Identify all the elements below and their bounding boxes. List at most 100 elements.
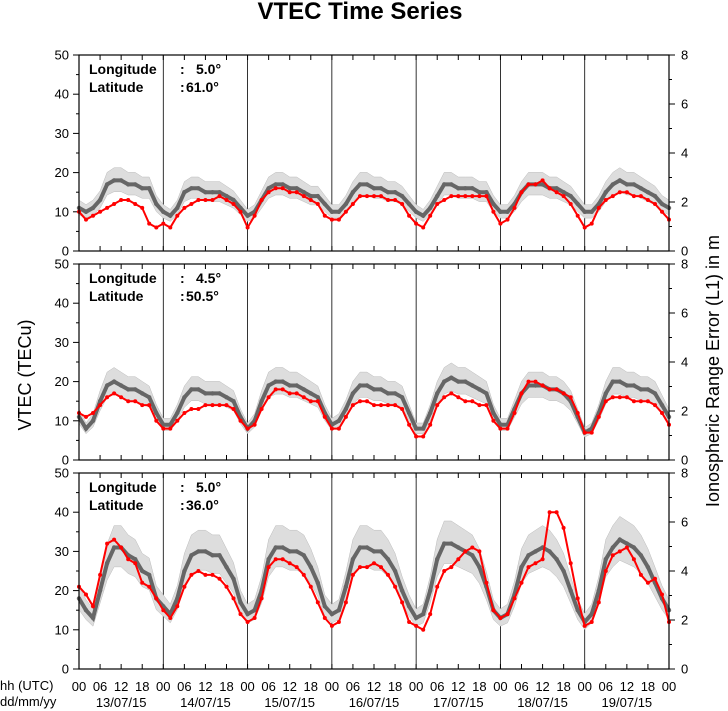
reference-vtec-point bbox=[533, 549, 538, 554]
reference-vtec-point bbox=[392, 391, 398, 396]
vtec-point bbox=[477, 549, 482, 554]
vtec-point bbox=[315, 399, 320, 404]
vtec-point bbox=[203, 403, 208, 408]
vtec-point bbox=[308, 584, 313, 589]
reference-vtec-point bbox=[287, 549, 292, 554]
reference-vtec-point bbox=[617, 537, 622, 542]
reference-vtec-point bbox=[624, 182, 630, 187]
reference-vtec-point bbox=[470, 553, 475, 558]
vtec-point bbox=[498, 616, 503, 620]
vtec-point bbox=[266, 565, 271, 570]
reference-vtec-point bbox=[280, 545, 285, 550]
x-tick-label-hour: 00 bbox=[156, 679, 170, 694]
vtec-point bbox=[280, 186, 285, 191]
y-tick-label-left: 20 bbox=[55, 583, 69, 598]
longitude-label: Longitude bbox=[89, 479, 157, 495]
vtec-point bbox=[435, 202, 440, 206]
reference-vtec-point bbox=[477, 564, 482, 570]
reference-vtec-point bbox=[217, 553, 222, 558]
vtec-point bbox=[484, 194, 489, 199]
reference-vtec-point bbox=[554, 186, 559, 191]
reference-vtec-point bbox=[357, 545, 363, 550]
vtec-point bbox=[154, 225, 159, 230]
panel-2: 0 10 20 30 40 50 0 2 4 6 8 Longitude:4.5° Latitude:5… bbox=[55, 257, 689, 468]
reference-vtec-point bbox=[631, 182, 637, 187]
vtec-point bbox=[350, 202, 355, 206]
vtec-point bbox=[196, 198, 201, 202]
reference-vtec-point bbox=[189, 553, 194, 558]
reference-vtec-point bbox=[266, 383, 271, 388]
reference-vtec-point bbox=[104, 182, 110, 187]
y-tick-label-right: 8 bbox=[681, 48, 688, 63]
reference-vtec-point bbox=[392, 568, 398, 574]
y-tick-label-right: 8 bbox=[681, 257, 688, 272]
reference-vtec-point bbox=[350, 391, 356, 396]
vtec-point bbox=[470, 194, 475, 199]
vtec-point bbox=[224, 403, 229, 408]
reference-vtec-point bbox=[498, 209, 503, 214]
reference-vtec-point bbox=[343, 584, 349, 589]
vtec-point bbox=[98, 209, 103, 214]
reference-vtec-point bbox=[273, 545, 278, 550]
vtec-point bbox=[407, 422, 412, 427]
vtec-point bbox=[428, 422, 433, 427]
x-tick-label-hour: 18 bbox=[472, 679, 486, 694]
reference-vtec-point bbox=[224, 564, 229, 570]
vtec-point bbox=[519, 580, 524, 585]
y-tick-label-left: 10 bbox=[55, 413, 69, 428]
reference-vtec-point bbox=[575, 608, 580, 613]
vtec-point bbox=[182, 584, 187, 589]
reference-vtec-point bbox=[111, 379, 117, 384]
reference-vtec-point bbox=[104, 561, 110, 566]
latitude-colon: : bbox=[180, 497, 185, 513]
reference-vtec-point bbox=[364, 383, 370, 388]
reference-vtec-point bbox=[336, 209, 342, 214]
reference-vtec-point bbox=[273, 379, 278, 384]
vtec-point bbox=[393, 403, 398, 408]
vtec-point bbox=[435, 584, 440, 589]
reference-vtec-point bbox=[301, 190, 306, 195]
vtec-point bbox=[322, 213, 327, 218]
vtec-point bbox=[140, 403, 145, 408]
vtec-point bbox=[119, 198, 124, 202]
reference-vtec-point bbox=[329, 209, 335, 214]
reference-vtec-point bbox=[645, 387, 651, 392]
vtec-point bbox=[400, 407, 405, 411]
vtec-point bbox=[561, 194, 566, 199]
latitude-value: 50.5° bbox=[186, 288, 219, 304]
vtec-point bbox=[358, 565, 362, 570]
vtec-point bbox=[596, 205, 601, 210]
y-axis-label-left: VTEC (TECu) bbox=[15, 319, 35, 430]
reference-vtec-point bbox=[308, 391, 313, 396]
vtec-point bbox=[301, 395, 306, 400]
reference-vtec-point bbox=[273, 182, 278, 187]
reference-vtec-point bbox=[126, 387, 131, 392]
reference-vtec-point bbox=[315, 395, 320, 400]
vtec-point bbox=[435, 403, 440, 408]
y-tick-label-right: 2 bbox=[681, 404, 688, 419]
vtec-point bbox=[603, 399, 608, 404]
vtec-point bbox=[91, 604, 95, 609]
vtec-point bbox=[624, 545, 629, 550]
reference-vtec-point bbox=[582, 209, 587, 214]
reference-vtec-point bbox=[463, 186, 468, 191]
vtec-point bbox=[84, 414, 88, 419]
reference-vtec-point bbox=[140, 186, 145, 191]
reference-vtec-point bbox=[245, 611, 250, 617]
vtec-point bbox=[519, 190, 524, 195]
vtec-point bbox=[336, 426, 341, 431]
y-tick-label-left: 20 bbox=[55, 374, 69, 389]
vtec-point bbox=[287, 561, 292, 566]
vtec-point bbox=[596, 600, 601, 605]
reference-vtec-point bbox=[308, 564, 313, 570]
reference-vtec-point bbox=[336, 418, 342, 423]
vtec-point bbox=[168, 426, 173, 431]
reference-vtec-point bbox=[161, 209, 166, 214]
vtec-point bbox=[554, 387, 559, 392]
vtec-point bbox=[112, 202, 117, 206]
reference-vtec-point bbox=[463, 379, 468, 384]
reference-vtec-point bbox=[470, 186, 475, 191]
reference-vtec-point bbox=[378, 549, 384, 554]
vtec-point bbox=[533, 182, 538, 187]
vtec-point bbox=[561, 525, 566, 530]
